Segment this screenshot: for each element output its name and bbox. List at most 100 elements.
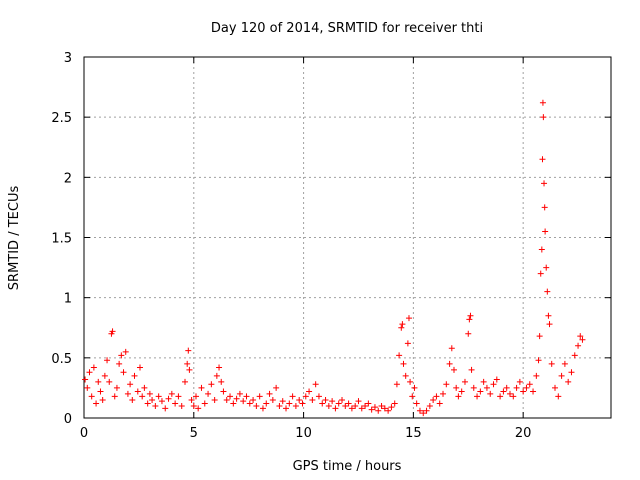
data-point [555, 393, 562, 400]
data-point [84, 384, 91, 391]
data-point [253, 402, 260, 409]
data-point [263, 400, 270, 407]
data-point [184, 360, 191, 367]
data-point [339, 396, 346, 403]
data-point [223, 396, 230, 403]
data-point [411, 384, 418, 391]
data-point [388, 404, 395, 411]
data-point [548, 360, 555, 367]
data-point [319, 400, 326, 407]
data-point [192, 393, 199, 400]
data-point [188, 396, 195, 403]
data-point [250, 396, 257, 403]
data-point [513, 384, 520, 391]
data-point [467, 312, 474, 319]
y-tick-label: 0 [64, 412, 72, 427]
y-axis-label: SRMTID / TECUs [7, 186, 22, 291]
data-point [362, 402, 369, 409]
data-point [136, 364, 143, 371]
data-point [540, 114, 547, 121]
data-point [182, 378, 189, 385]
y-tick-label: 2.5 [51, 111, 72, 126]
data-point [149, 396, 156, 403]
data-point [230, 400, 237, 407]
data-point [322, 396, 329, 403]
data-point [152, 402, 159, 409]
data-point [516, 378, 523, 385]
data-point [535, 357, 542, 364]
data-point [172, 400, 179, 407]
data-point [371, 404, 378, 411]
data-point [538, 246, 545, 253]
data-point [413, 400, 420, 407]
data-point [109, 328, 116, 335]
data-point [541, 180, 548, 187]
data-point [302, 393, 309, 400]
data-point [402, 372, 409, 379]
data-point [99, 396, 106, 403]
data-point [289, 393, 296, 400]
x-tick-label: 5 [190, 426, 198, 441]
data-point [440, 390, 447, 397]
data-point [458, 388, 465, 395]
data-point [306, 388, 313, 395]
data-point [273, 384, 280, 391]
data-point [404, 340, 411, 347]
data-point [345, 400, 352, 407]
data-point [416, 407, 423, 414]
data-point [520, 388, 527, 395]
data-point [348, 405, 355, 412]
data-point [474, 393, 481, 400]
data-point [546, 321, 553, 328]
data-point [539, 156, 546, 163]
data-point [378, 402, 385, 409]
data-point [461, 378, 468, 385]
x-tick-label: 0 [80, 426, 88, 441]
data-point [236, 390, 243, 397]
data-point [185, 347, 192, 354]
data-point [113, 384, 120, 391]
data-point [497, 393, 504, 400]
data-point [487, 390, 494, 397]
data-point [500, 388, 507, 395]
data-point [490, 381, 497, 388]
data-point [315, 393, 322, 400]
data-point [101, 372, 108, 379]
data-point [269, 396, 276, 403]
data-point [106, 378, 113, 385]
data-point [312, 381, 319, 388]
data-point [426, 402, 433, 409]
data-point [398, 324, 405, 331]
data-point [375, 407, 382, 414]
y-tick-label: 2 [64, 171, 72, 186]
data-point [93, 400, 100, 407]
data-point [358, 405, 365, 412]
data-point [276, 402, 283, 409]
data-point [533, 372, 540, 379]
data-point [162, 405, 169, 412]
data-point [420, 410, 427, 417]
data-point [430, 396, 437, 403]
grid-lines [84, 57, 611, 418]
data-point [352, 402, 359, 409]
data-point [536, 333, 543, 340]
data-point [211, 396, 218, 403]
data-point [453, 384, 460, 391]
data-point [526, 381, 533, 388]
data-point [541, 204, 548, 211]
data-point [111, 393, 118, 400]
data-point [220, 388, 227, 395]
data-point [243, 393, 250, 400]
axis-ticks: 0 5 10 15 20 0 0.5 1 1.5 2 2.5 3 [51, 51, 611, 441]
data-point [544, 288, 551, 295]
data-point [537, 270, 544, 277]
x-axis-label: GPS time / hours [293, 459, 402, 474]
data-point [178, 402, 185, 409]
data-points [82, 99, 586, 417]
data-point [543, 264, 550, 271]
data-point [118, 352, 125, 359]
data-point [134, 388, 141, 395]
data-point [400, 360, 407, 367]
data-point [299, 400, 306, 407]
